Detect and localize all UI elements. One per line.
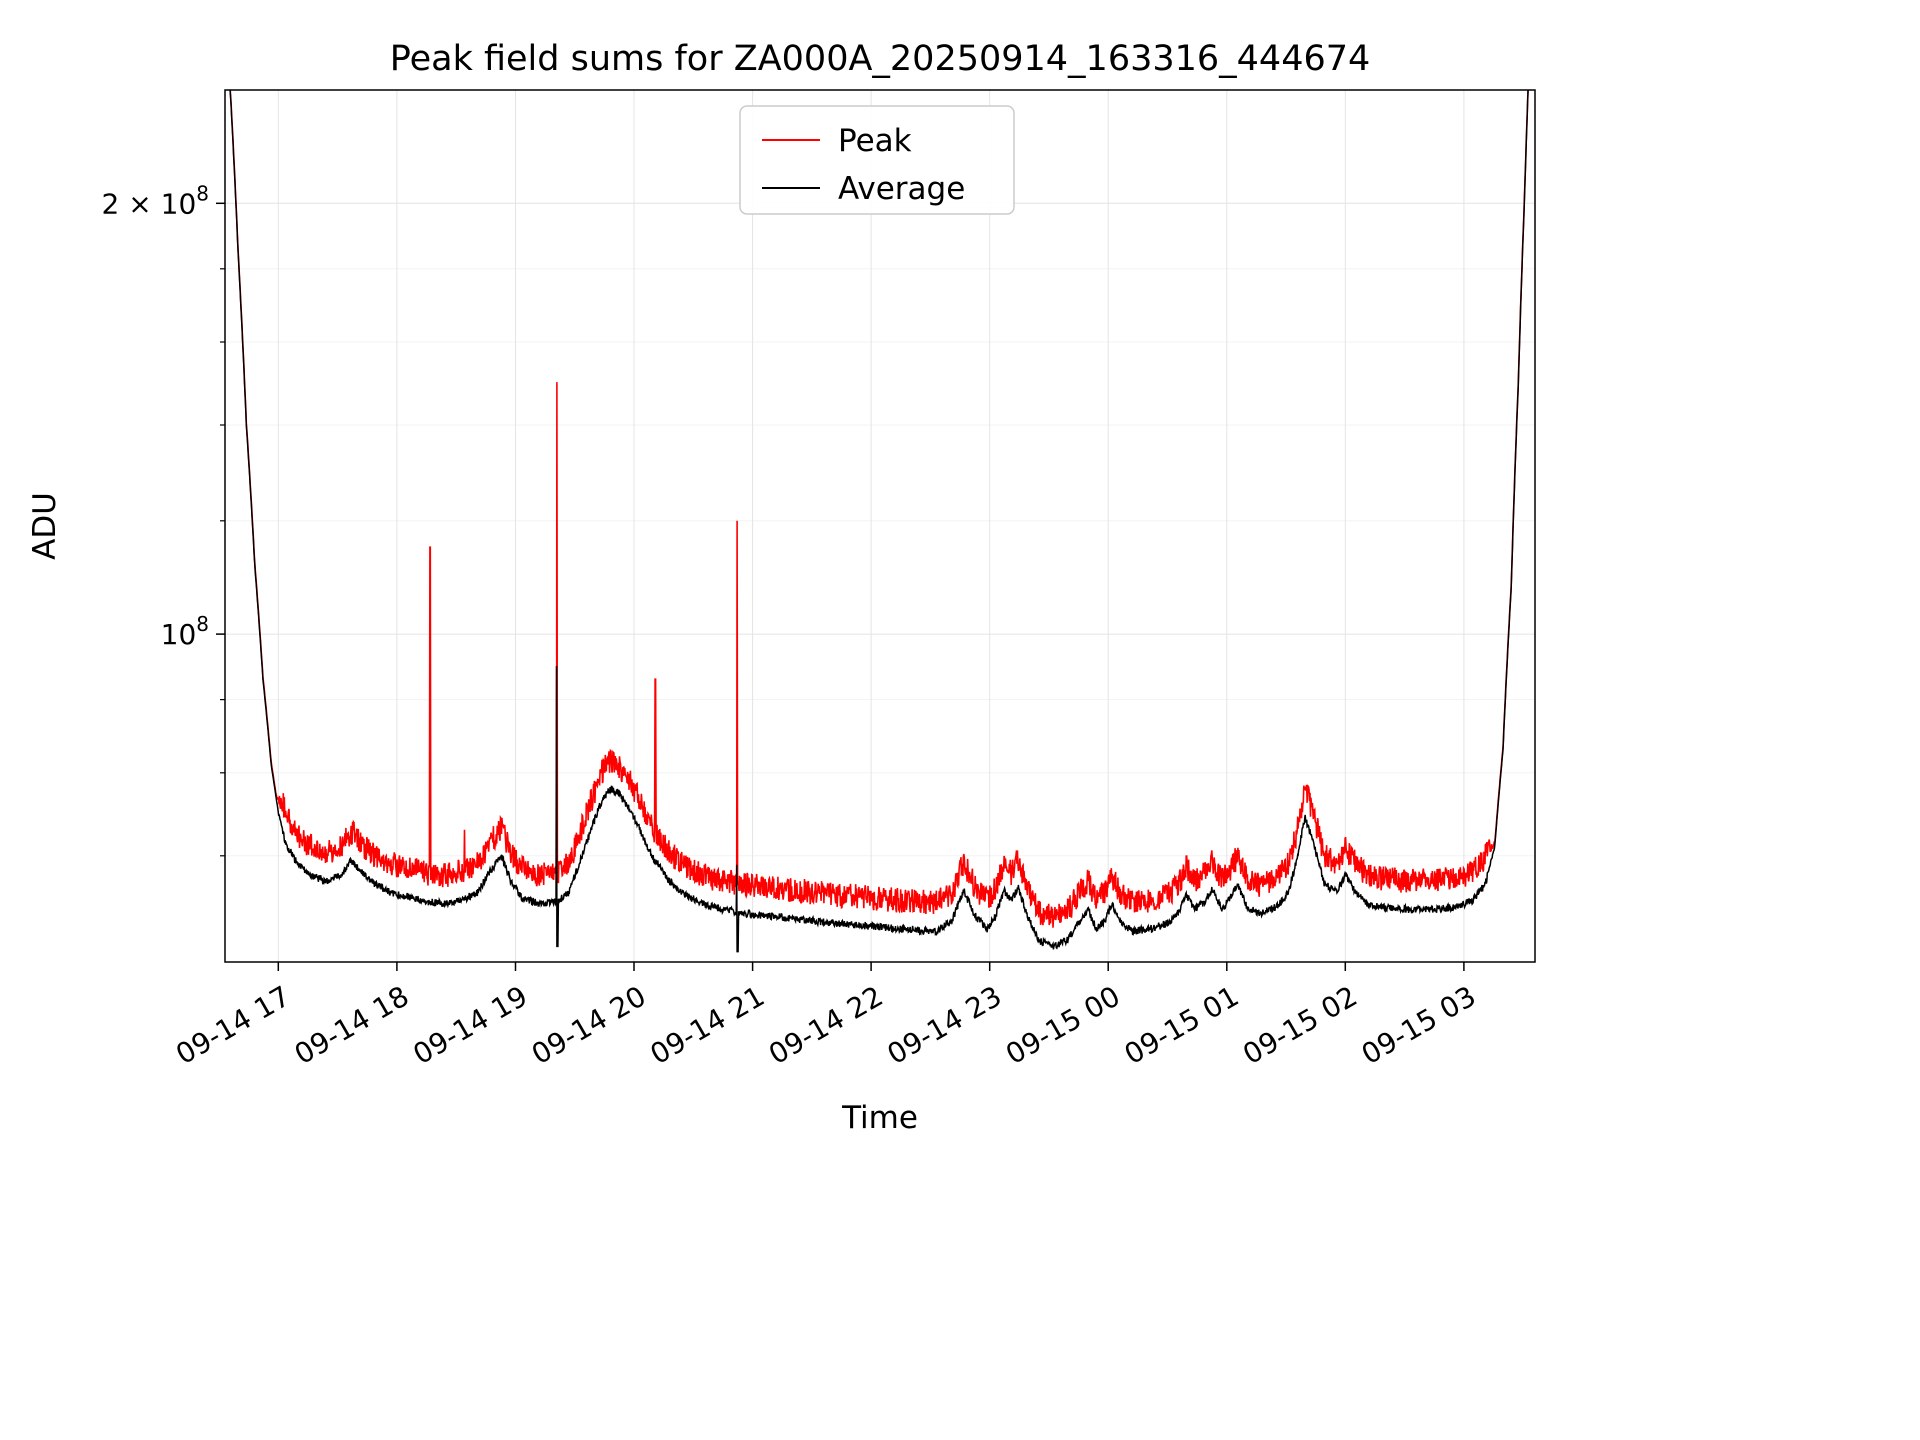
x-tick-label: 09-14 19	[407, 979, 533, 1071]
x-tick-label: 09-14 18	[289, 979, 415, 1071]
x-tick-label: 09-14 22	[763, 979, 889, 1071]
y-tick-label: 108	[161, 612, 209, 651]
x-tick-label: 09-15 01	[1119, 979, 1245, 1071]
series-path-peak	[229, 90, 1529, 928]
x-tick-label: 09-14 23	[882, 979, 1008, 1071]
legend-label-peak: Peak	[838, 123, 912, 159]
plot-border	[224, 89, 1536, 963]
x-tick-label: 09-14 21	[645, 979, 771, 1071]
x-tick-label: 09-15 02	[1237, 979, 1363, 1071]
gridlines	[225, 90, 1535, 962]
y-tick-label: 2 × 108	[102, 181, 209, 220]
legend: Peak Average	[739, 105, 1015, 215]
legend-label-average: Average	[838, 171, 965, 207]
x-tick-label: 09-14 17	[170, 979, 296, 1071]
x-tick-label: 09-14 20	[526, 979, 652, 1071]
series-path-average	[229, 90, 1529, 953]
series	[229, 90, 1529, 953]
chart-title: Peak field sums for ZA000A_20250914_1633…	[390, 39, 1371, 79]
y-axis-label: ADU	[27, 492, 63, 560]
x-tick-label: 09-15 00	[1000, 979, 1126, 1071]
x-tick-label: 09-15 03	[1356, 979, 1482, 1071]
x-axis-label: Time	[841, 1100, 918, 1136]
